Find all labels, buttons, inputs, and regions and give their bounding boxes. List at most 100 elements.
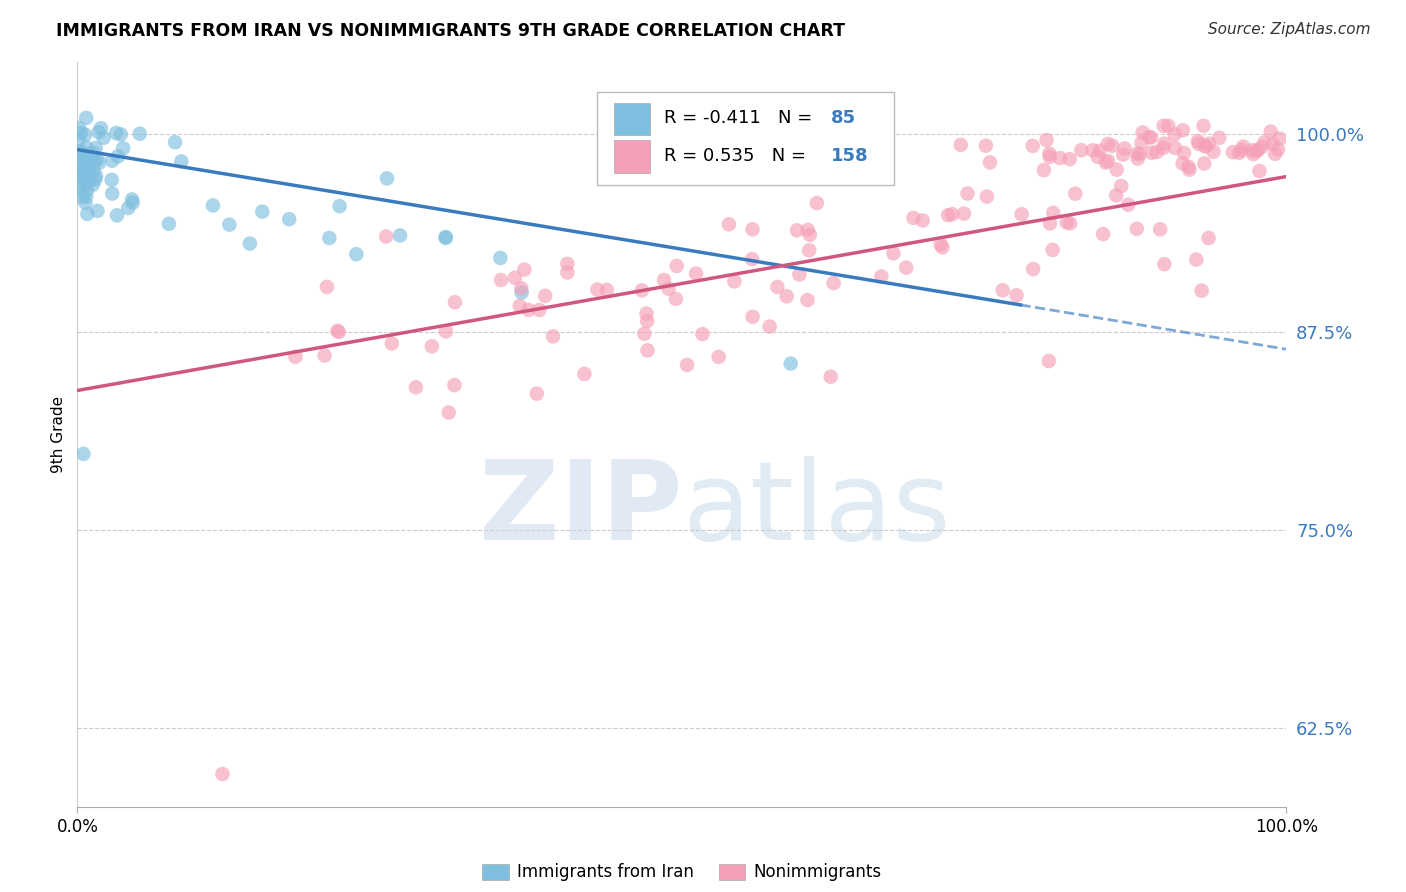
Point — [1222, 145, 1244, 160]
Point — [991, 283, 1014, 297]
Point — [1261, 136, 1284, 151]
Point — [83, 154, 105, 169]
Point — [941, 207, 963, 221]
Point — [375, 171, 398, 186]
Point — [949, 137, 972, 152]
Point — [1241, 144, 1264, 158]
Point — [707, 350, 730, 364]
Point — [1114, 142, 1136, 156]
Point — [70, 170, 93, 185]
Point — [1130, 136, 1153, 150]
Point — [93, 130, 115, 145]
Point — [82, 146, 104, 161]
Point — [1194, 156, 1216, 170]
Point — [1267, 143, 1289, 157]
Point — [1059, 216, 1081, 230]
Point — [76, 207, 98, 221]
Text: ZIP: ZIP — [478, 456, 682, 563]
Point — [557, 257, 579, 271]
Point — [1042, 206, 1064, 220]
Point — [157, 217, 180, 231]
Point — [665, 292, 688, 306]
Point — [381, 336, 404, 351]
Point — [489, 273, 512, 287]
Point — [70, 145, 93, 160]
Point — [776, 289, 799, 303]
Point — [79, 159, 101, 173]
Point — [1126, 146, 1149, 161]
Point — [1137, 130, 1160, 145]
Point — [83, 164, 105, 178]
Point — [633, 326, 655, 341]
Point — [870, 269, 893, 284]
Point — [77, 150, 100, 164]
Point — [979, 155, 1001, 169]
Point — [278, 212, 301, 227]
Point — [1177, 160, 1199, 174]
Point — [443, 378, 465, 392]
Point — [73, 163, 96, 178]
Point — [796, 293, 818, 307]
Point — [84, 141, 107, 155]
Point — [105, 208, 128, 222]
Point — [797, 223, 820, 237]
Point — [1187, 134, 1209, 148]
Point — [517, 302, 540, 317]
Point — [1153, 136, 1175, 151]
Point — [86, 153, 108, 167]
Point — [799, 227, 821, 242]
Point — [1250, 140, 1272, 154]
Point — [1005, 288, 1028, 302]
Point — [717, 217, 740, 231]
Point — [73, 166, 96, 180]
Point — [77, 166, 100, 180]
Point — [389, 228, 412, 243]
Point — [676, 358, 699, 372]
Point — [974, 138, 997, 153]
Point — [100, 173, 122, 187]
Point — [758, 319, 780, 334]
Point — [596, 283, 619, 297]
Point — [1132, 125, 1154, 139]
Point — [76, 184, 98, 198]
Point — [1232, 139, 1254, 153]
Point — [1038, 354, 1060, 368]
Point — [1185, 252, 1208, 267]
Point — [67, 120, 90, 135]
Point — [1097, 136, 1119, 151]
Point — [1105, 188, 1128, 202]
Point — [87, 125, 110, 139]
Point — [375, 229, 398, 244]
Point — [1163, 128, 1185, 142]
Point — [1112, 147, 1135, 161]
Point — [1198, 231, 1220, 245]
Point — [789, 268, 811, 282]
Point — [239, 236, 262, 251]
Point — [1152, 141, 1174, 155]
Point — [766, 280, 789, 294]
Point — [1253, 136, 1275, 150]
FancyBboxPatch shape — [614, 140, 651, 173]
Point — [741, 222, 763, 236]
Point — [105, 126, 128, 140]
Point — [1202, 145, 1225, 159]
Point — [211, 767, 233, 781]
Point — [936, 208, 959, 222]
Point — [541, 329, 564, 343]
Point — [77, 167, 100, 181]
Point — [67, 183, 90, 197]
Legend: Immigrants from Iran, Nonimmigrants: Immigrants from Iran, Nonimmigrants — [475, 856, 889, 888]
Point — [1260, 125, 1282, 139]
Point — [80, 150, 103, 164]
Point — [77, 169, 100, 183]
Point — [79, 148, 101, 162]
Point — [86, 203, 108, 218]
Point — [405, 380, 427, 394]
Point — [69, 152, 91, 166]
Point — [1194, 139, 1216, 153]
Point — [75, 128, 97, 142]
Point — [1032, 163, 1054, 178]
Point — [72, 163, 94, 178]
Point — [1094, 155, 1116, 169]
Point — [328, 325, 350, 339]
